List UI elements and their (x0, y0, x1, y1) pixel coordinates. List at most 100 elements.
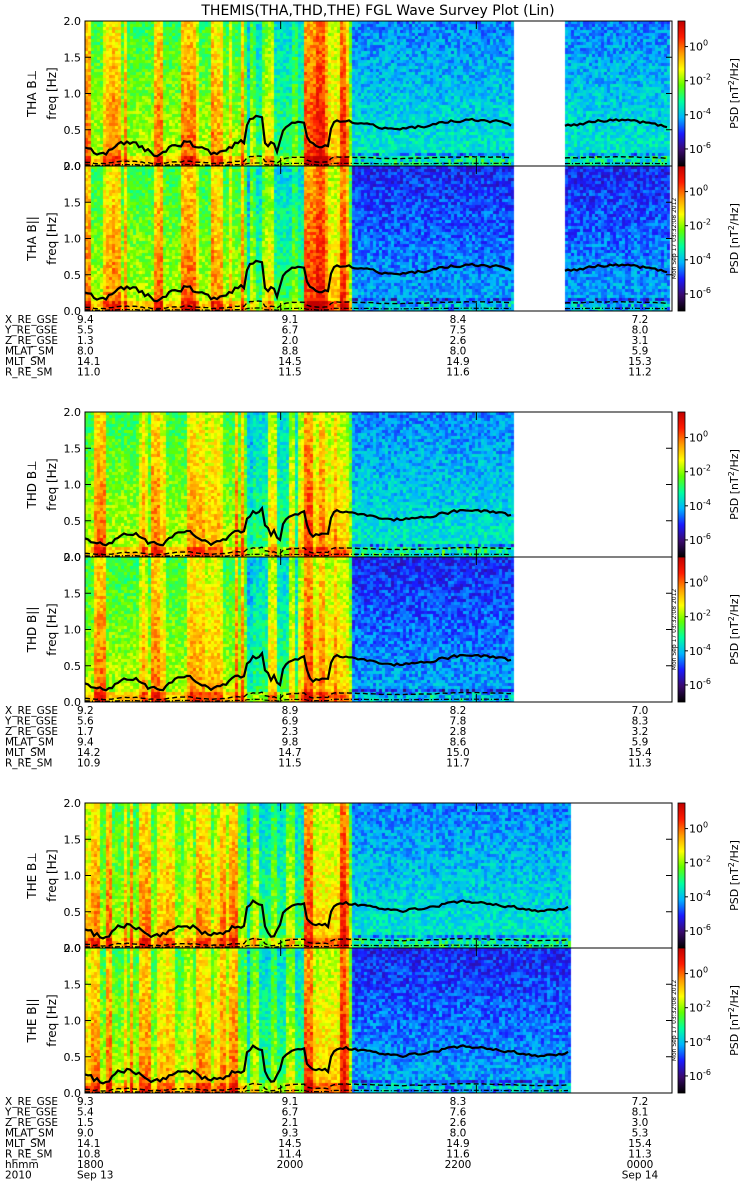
colorbar-tick-label: 10-2 (689, 609, 711, 624)
ephemeris-value: 11.3 (628, 1149, 651, 1161)
y-tick-label: 0.0 (64, 551, 82, 564)
colorbar-tick-label: 100 (689, 184, 708, 199)
y-tick-label: 1.0 (64, 624, 82, 637)
oxygen-trace (85, 944, 569, 948)
freq-axis-label: freq [Hz] (45, 458, 59, 510)
ephemeris-value: 15.0 (446, 747, 469, 759)
ephemeris-value: 3.2 (632, 726, 649, 738)
y-tick-label: 2.0 (64, 406, 82, 419)
y-tick-label: 1.5 (64, 587, 82, 600)
colorbar-label: PSD [nT2/Hz] (727, 985, 741, 1056)
ephemeris-value: 9.3 (282, 1128, 299, 1140)
y-tick-label: 1.0 (64, 870, 82, 883)
component-label: THD B|| (25, 607, 39, 654)
colorbar: 100 10-2 10-4 10-6 PSD [nT2/Hz] (677, 802, 741, 949)
y-tick-label: 1.5 (64, 196, 82, 209)
ephemeris-value: 11.4 (278, 1149, 302, 1161)
ephemeris-value: 9.8 (282, 737, 299, 749)
colorbar-label: PSD [nT2/Hz] (727, 203, 741, 274)
ephemeris-value: 7.6 (450, 1107, 467, 1119)
helium-trace (564, 155, 668, 159)
time-tick-label: 2200 (445, 1159, 472, 1171)
ephemeris-value: 8.0 (450, 1128, 467, 1140)
ephemeris-value: 7.2 (632, 1096, 649, 1108)
cyclotron-trace (84, 1044, 569, 1085)
ephemeris-row-name: X_RE_GSE (5, 705, 58, 717)
colorbar-scale (677, 411, 686, 558)
ephemeris-value: 10.9 (77, 758, 100, 770)
y-tick-label: 0.5 (64, 269, 82, 282)
ephemeris-value: 8.0 (632, 325, 649, 337)
ephemeris-row-name: MLAT_SM (5, 346, 54, 358)
colorbar-tick-label: 10-2 (689, 464, 711, 479)
spectrogram-the-perp: 0.0 0.5 1.0 1.5 2.0 THE B⊥ freq [Hz] 100 10-2 10-… (25, 797, 741, 955)
oxygen-trace (85, 1089, 569, 1093)
y-tick-label: 0.5 (64, 1051, 82, 1064)
colorbar-tick-label: 10-4 (689, 252, 711, 267)
spectrogram-thd-perp: 0.0 0.5 1.0 1.5 2.0 THD B⊥ freq [Hz] 100 10-2 10-… (25, 406, 741, 564)
y-tick-label: 0.0 (64, 942, 82, 955)
colorbar-label: PSD [nT2/Hz] (727, 58, 741, 129)
colorbar-tick-label: 100 (689, 39, 708, 54)
component-label: THE B⊥ (25, 852, 39, 899)
component-label: THD B⊥ (25, 460, 39, 509)
colorbar: 100 10-2 10-4 10-6 PSD [nT2/Hz] (677, 411, 741, 558)
freq-axis-label: freq [Hz] (45, 849, 59, 901)
colorbar-tick-label: 10-6 (689, 532, 711, 547)
y-tick-label: 2.0 (64, 160, 82, 173)
helium-trace (84, 691, 512, 701)
ephemeris-value: 7.5 (450, 325, 467, 337)
ephemeris-value: 2.3 (282, 726, 299, 738)
colorbar-tick-label: 10-6 (689, 286, 711, 301)
component-label: THE B|| (25, 998, 39, 1043)
colorbar-tick-label: 10-2 (689, 1000, 711, 1015)
ephemeris-value: 2.6 (450, 1117, 467, 1129)
colorbar-label: PSD [nT2/Hz] (727, 449, 741, 520)
colorbar-label: PSD [nT2/Hz] (727, 840, 741, 911)
ephemeris-value: 8.0 (77, 346, 94, 358)
ephemeris-value: 5.9 (632, 346, 649, 358)
colorbar-tick-label: 10-6 (689, 1068, 711, 1083)
ephemeris-row-name: Z_RE_GSE (5, 335, 58, 347)
colorbar-tick-label: 10-2 (689, 855, 711, 870)
cyclotron-trace (564, 118, 668, 129)
ephemeris-value: 9.0 (77, 1128, 94, 1140)
plot-title: THEMIS(THA,THD,THE) FGL Wave Survey Plot… (200, 3, 554, 19)
cyclotron-trace (84, 114, 512, 158)
helium-trace (84, 1082, 569, 1092)
ephemeris-value: 5.3 (632, 1128, 649, 1140)
component-label: THA B|| (25, 216, 39, 262)
ephemeris-value: 10.8 (77, 1149, 100, 1161)
ephemeris-row-name: Z_RE_GSE (5, 1117, 58, 1129)
cyclotron-trace (564, 263, 668, 274)
spectrogram-raster (85, 803, 672, 948)
ephemeris-value: 1.7 (77, 726, 94, 738)
y-tick-label: 1.5 (64, 51, 82, 64)
colorbar-tick-label: 10-6 (689, 141, 711, 156)
ephemeris-value: 8.0 (450, 346, 467, 358)
colorbar-tick-label: 10-4 (689, 498, 711, 513)
ephemeris-value: 8.3 (632, 716, 649, 728)
ephemeris-value: 2.0 (282, 335, 299, 347)
colorbar-scale (677, 802, 686, 949)
ephemeris-value: 11.0 (77, 367, 100, 379)
time-tick-label: 1800 (77, 1159, 104, 1171)
ephemeris-row-name: R_RE_SM (5, 758, 52, 770)
probe-panel-the: 0.0 0.5 1.0 1.5 2.0 THE B⊥ freq [Hz] 100 10-2 10-… (4, 797, 741, 1182)
y-tick-label: 1.0 (64, 1015, 82, 1028)
y-tick-label: 1.5 (64, 978, 82, 991)
ephemeris-value: 8.2 (450, 705, 467, 717)
probe-panel-tha: 0.0 0.5 1.0 1.5 2.0 THA B⊥ freq [Hz] 100 10-2 10-… (4, 15, 741, 379)
ephemeris-value: 14.1 (77, 356, 100, 368)
ephemeris-value: 9.2 (77, 705, 94, 717)
ephemeris-value: 9.1 (282, 1096, 299, 1108)
colorbar-tick-label: 100 (689, 821, 708, 836)
y-tick-label: 0.0 (64, 160, 82, 173)
ephemeris-row-name: X_RE_GSE (5, 314, 58, 326)
time-tick-label: Sep 13 (77, 1170, 114, 1182)
ephemeris-value: 5.5 (77, 325, 94, 337)
colorbar-tick-label: 100 (689, 966, 708, 981)
ephemeris-value: 8.6 (450, 737, 467, 749)
